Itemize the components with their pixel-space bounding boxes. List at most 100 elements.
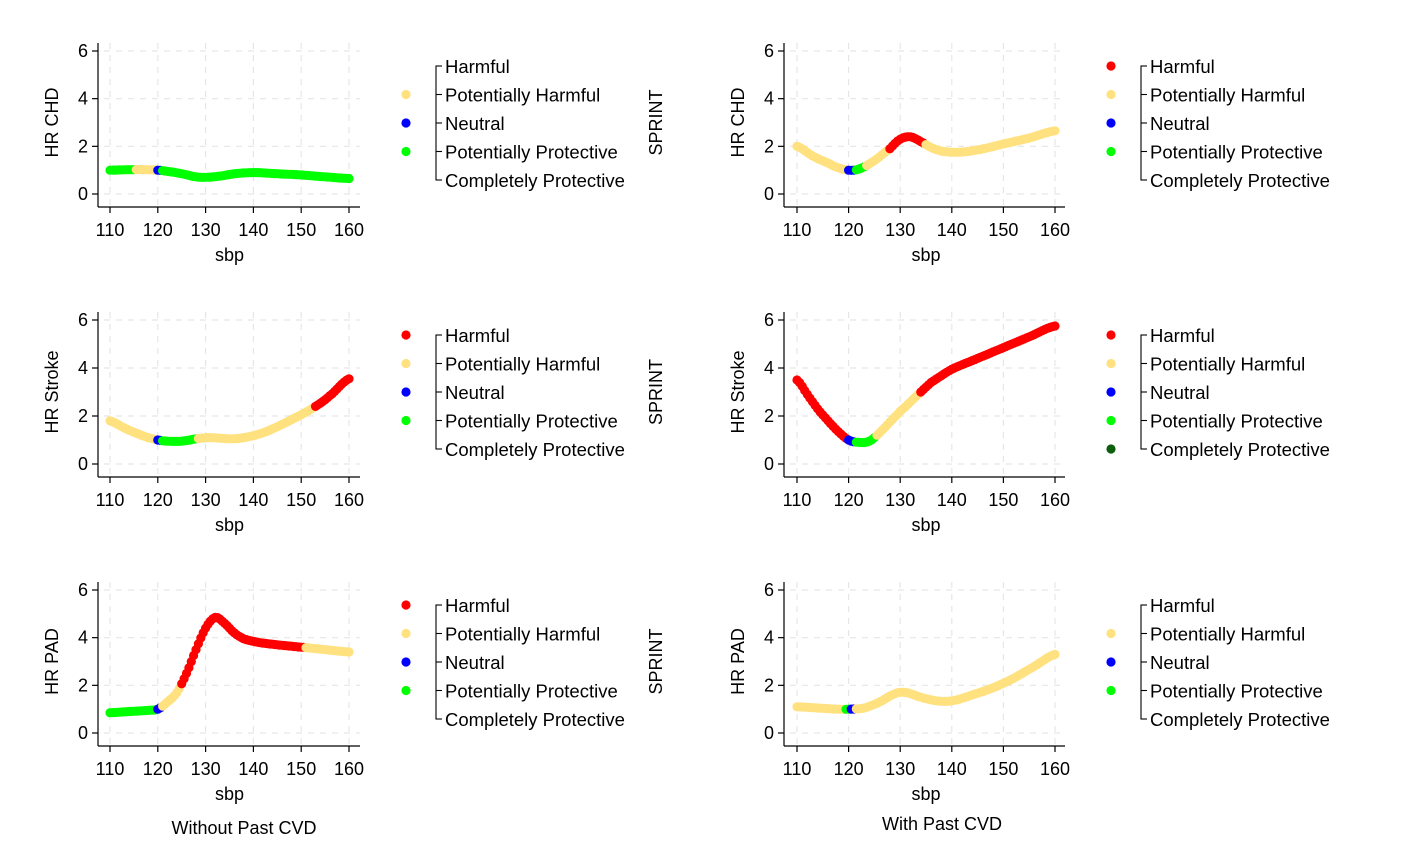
x-tick-label: 130 <box>885 490 915 510</box>
legend: Harmful Potentially Harmful Neutral Potenti… <box>1106 595 1330 730</box>
legend-label-potentially-protective: Potentially Protective <box>445 411 618 432</box>
y-axis-label: HR PAD <box>42 628 62 695</box>
y-tick-label: 0 <box>78 184 88 204</box>
data-point-harmful <box>344 374 354 384</box>
legend-label-potentially-protective: Potentially Protective <box>1150 681 1323 702</box>
y-tick-label: 6 <box>764 310 774 330</box>
legend-label-completely-protective: Completely Protective <box>1150 439 1330 460</box>
legend-label-harmful: Harmful <box>445 325 510 346</box>
x-tick-label: 110 <box>783 220 812 240</box>
legend-label-potentially-harmful: Potentially Harmful <box>1150 85 1305 106</box>
y-tick-label: 4 <box>764 358 774 378</box>
y-tick-label: 4 <box>78 358 88 378</box>
y-tick-label: 6 <box>78 310 88 330</box>
legend-marker-potentially-harmful <box>401 358 411 369</box>
x-axis-label: sbp <box>215 515 244 535</box>
x-tick-label: 130 <box>191 759 221 779</box>
legend-marker-potentially-protective <box>1106 146 1116 157</box>
x-tick-label: 150 <box>286 759 316 779</box>
y-tick-label: 4 <box>78 628 88 648</box>
legend-marker-potentially-harmful <box>1106 358 1116 369</box>
x-tick-label: 140 <box>937 490 967 510</box>
legend-label-harmful: Harmful <box>445 56 510 77</box>
column-title-with: With Past CVD <box>882 814 1002 834</box>
legend-marker-neutral <box>1106 657 1116 667</box>
legend-label-potentially-protective: Potentially Protective <box>1150 411 1323 432</box>
data-point-potentially-harmful <box>344 647 354 657</box>
legend-label-completely-protective: Completely Protective <box>1150 709 1330 730</box>
legend-label-potentially-protective: Potentially Protective <box>445 142 618 163</box>
y-axis-label: HR PAD <box>728 628 748 695</box>
legend-label-harmful: Harmful <box>445 595 510 616</box>
x-tick-label: 130 <box>885 220 915 240</box>
x-tick-label: 160 <box>1040 759 1070 779</box>
x-tick-label: 130 <box>191 220 221 240</box>
x-tick-label: 110 <box>96 220 125 240</box>
legend-label-completely-protective: Completely Protective <box>445 439 625 460</box>
x-tick-label: 110 <box>783 759 812 779</box>
y-tick-label: 4 <box>78 89 88 109</box>
legend-marker-neutral <box>1106 118 1116 128</box>
x-tick-label: 150 <box>988 490 1018 510</box>
x-tick-label: 110 <box>96 759 125 779</box>
y-tick-label: 4 <box>764 628 774 648</box>
data-point-potentially-harmful <box>1050 649 1060 660</box>
legend-marker-potentially-harmful <box>401 89 411 100</box>
y-tick-label: 0 <box>764 184 774 204</box>
panel-chd-without: 0 2 4 6 110 120 130 140 150 160 sbp HR CHD Harmful Po… <box>42 41 625 265</box>
y-tick-label: 4 <box>764 89 774 109</box>
y-tick-label: 6 <box>78 580 88 600</box>
x-tick-label: 120 <box>834 759 864 779</box>
legend-marker-neutral <box>401 118 411 128</box>
legend-marker-potentially-protective <box>1106 685 1116 696</box>
y-tick-label: 0 <box>78 723 88 743</box>
legend-label-completely-protective: Completely Protective <box>1150 170 1330 191</box>
x-tick-label: 140 <box>937 220 967 240</box>
y-tick-label: 2 <box>78 406 88 426</box>
legend-label-neutral: Neutral <box>445 113 505 134</box>
x-tick-label: 160 <box>334 490 364 510</box>
y-axis-label: HR Stroke <box>42 350 62 433</box>
x-tick-label: 110 <box>96 490 125 510</box>
legend-label-potentially-harmful: Potentially Harmful <box>445 624 600 645</box>
legend-marker-potentially-protective <box>401 146 411 157</box>
x-tick-label: 120 <box>143 220 173 240</box>
x-tick-label: 130 <box>885 759 915 779</box>
column-title-without: Without Past CVD <box>171 818 316 838</box>
legend-marker-potentially-protective <box>401 415 411 426</box>
legend-label-neutral: Neutral <box>445 382 505 403</box>
x-tick-label: 150 <box>286 490 316 510</box>
panel-pad-with: 0 2 4 6 110 120 130 140 150 160 sbp HR PAD SPRINT Har… <box>646 580 1330 804</box>
legend-label-potentially-harmful: Potentially Harmful <box>445 354 600 375</box>
y-tick-label: 0 <box>764 723 774 743</box>
legend-label-neutral: Neutral <box>1150 382 1210 403</box>
legend: Harmful Potentially Harmful Neutral Potenti… <box>1106 56 1330 191</box>
legend-marker-harmful <box>401 600 411 610</box>
panel-pad-without: 0 2 4 6 110 120 130 140 150 160 sbp HR PAD Harmful Po… <box>42 580 625 804</box>
legend-label-potentially-protective: Potentially Protective <box>445 681 618 702</box>
legend-label-completely-protective: Completely Protective <box>445 170 625 191</box>
y-axis-label: HR CHD <box>42 88 62 158</box>
x-axis-label: sbp <box>215 245 244 265</box>
x-tick-label: 150 <box>988 759 1018 779</box>
y-tick-label: 2 <box>78 675 88 695</box>
legend-label-harmful: Harmful <box>1150 595 1215 616</box>
legend-label-neutral: Neutral <box>445 652 505 673</box>
legend-label-potentially-protective: Potentially Protective <box>1150 142 1323 163</box>
legend: Harmful Potentially Harmful Neutral Potenti… <box>401 595 625 730</box>
x-tick-label: 140 <box>238 490 268 510</box>
legend-label-harmful: Harmful <box>1150 325 1215 346</box>
x-tick-label: 140 <box>238 759 268 779</box>
x-tick-label: 160 <box>334 759 364 779</box>
x-tick-label: 120 <box>834 220 864 240</box>
panel-stroke-without: 0 2 4 6 110 120 130 140 150 160 sbp HR Stroke Harmfu… <box>42 310 625 535</box>
legend-marker-potentially-harmful <box>401 628 411 639</box>
x-tick-label: 140 <box>238 220 268 240</box>
legend-marker-completely-protective <box>1106 444 1116 454</box>
legend-label-completely-protective: Completely Protective <box>445 709 625 730</box>
sprint-side-label: SPRINT <box>646 89 666 155</box>
y-axis-label: HR Stroke <box>728 350 748 433</box>
y-axis-label: HR CHD <box>728 88 748 158</box>
legend-marker-harmful <box>401 330 411 340</box>
